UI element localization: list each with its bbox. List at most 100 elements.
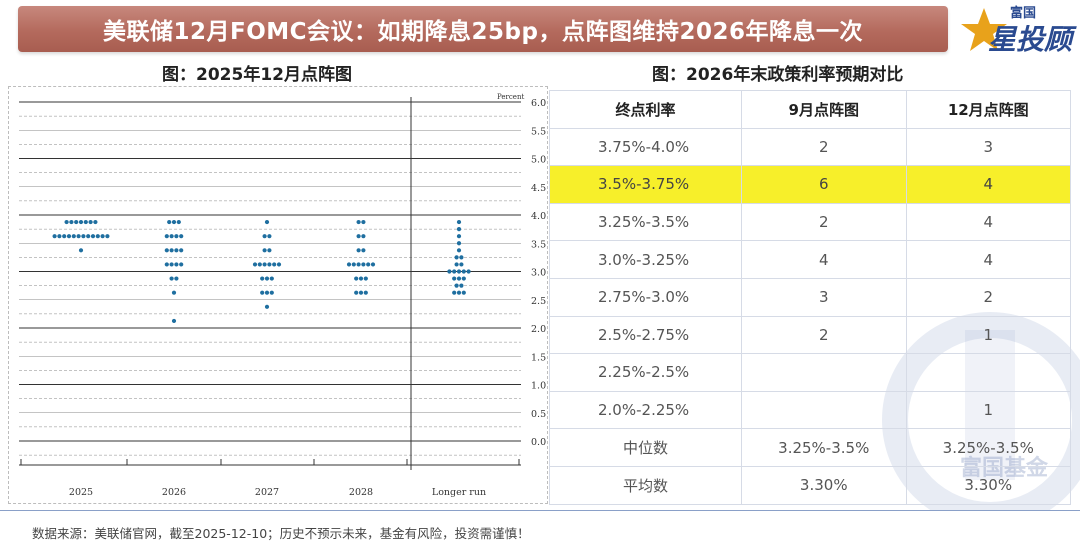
table-row: 平均数 3.30% 3.30% [549, 465, 1071, 505]
data-point [454, 262, 459, 267]
data-point [264, 219, 270, 225]
data-point [257, 262, 262, 267]
data-point [454, 283, 459, 288]
value-cell: 4 [905, 202, 1071, 242]
value-cell [741, 353, 907, 392]
data-point [361, 262, 366, 267]
row-label-cell: 2.0%-2.25% [549, 390, 742, 430]
value-cell: 4 [741, 240, 907, 279]
data-point [459, 283, 464, 288]
data-point [361, 248, 366, 253]
table-row: 2.25%-2.5% [549, 353, 1071, 392]
y-tick-label: 1.0 [531, 381, 546, 392]
data-point [83, 219, 88, 225]
value-cell: 2 [741, 202, 907, 242]
data-point [456, 234, 462, 239]
value-cell: 1 [905, 315, 1071, 355]
row-label-cell: 平均数 [549, 465, 742, 505]
data-point [64, 219, 69, 225]
y-tick-label: 4.0 [531, 211, 546, 222]
column-header: 终点利率 [549, 90, 742, 129]
data-point [461, 269, 466, 274]
data-point [262, 234, 267, 239]
value-cell: 6 [741, 165, 907, 204]
row-label-cell: 2.25%-2.5% [549, 353, 742, 392]
y-tick-label: 2.5 [531, 296, 546, 307]
data-point [452, 276, 457, 281]
data-point [164, 262, 169, 267]
value-cell: 1 [905, 390, 1071, 430]
data-point [179, 262, 184, 267]
data-point [105, 234, 110, 239]
data-point [361, 219, 366, 225]
value-cell: 4 [905, 165, 1071, 204]
data-point [264, 290, 270, 295]
data-point [370, 262, 376, 267]
data-point [361, 234, 366, 239]
page-title-text: 美联储12月FOMC会议：如期降息25bp，点阵图维持2026年降息一次 [103, 19, 863, 45]
table-row: 中位数 3.25%-3.5% 3.25%-3.5% [549, 428, 1071, 467]
dot-plot-chart: 6.0 5.5 5.0 4.5 4.0 3.5 3.0 2.5 2.0 1.5 1.0 0.5 0.0 P… [19, 93, 546, 498]
data-point [169, 234, 174, 239]
row-label-cell: 3.25%-3.5% [549, 202, 742, 242]
data-point [260, 276, 265, 281]
row-label-cell: 3.75%-4.0% [549, 127, 742, 167]
x-tick-label: 2028 [349, 487, 373, 498]
data-point [269, 276, 274, 281]
data-point [456, 219, 462, 225]
data-point [174, 248, 179, 253]
y-tick-label: 5.0 [531, 155, 546, 166]
row-label-cell: 2.5%-2.75% [549, 315, 742, 355]
data-point [459, 255, 464, 260]
table-row: 3.5%-3.75% 6 4 [549, 165, 1071, 204]
data-point [100, 234, 105, 239]
data-point [264, 304, 270, 309]
y-tick-label: 4.5 [531, 183, 546, 194]
data-point [52, 234, 57, 239]
row-label-cell: 3.0%-3.25% [549, 240, 742, 279]
column-header: 9月点阵图 [741, 90, 907, 129]
y-tick-label: 1.5 [531, 352, 546, 363]
dot-plot-frame: 6.0 5.5 5.0 4.5 4.0 3.5 3.0 2.5 2.0 1.5 1.0 0.5 0.0 P… [8, 86, 548, 504]
data-point [86, 234, 91, 239]
value-cell: 2 [741, 127, 907, 167]
data-point [366, 262, 371, 267]
data-point [262, 262, 267, 267]
data-point [456, 241, 462, 246]
y-tick-label: 6.0 [531, 98, 546, 109]
data-point [171, 318, 177, 324]
page-title: 美联储12月FOMC会议：如期降息25bp，点阵图维持2026年降息一次 [18, 6, 948, 52]
data-point [260, 290, 265, 295]
value-cell: 3 [905, 127, 1071, 167]
data-point [269, 290, 274, 295]
table-row: 3.25%-3.5% 2 4 [549, 202, 1071, 242]
data-point [456, 276, 462, 281]
data-point [267, 262, 272, 267]
data-point [272, 262, 277, 267]
data-point [62, 234, 67, 239]
data-point [90, 234, 96, 239]
value-cell: 3 [741, 277, 907, 317]
data-point [356, 262, 361, 267]
data-point [264, 276, 270, 281]
data-point [456, 269, 462, 274]
data-point [171, 290, 177, 295]
data-point [267, 234, 272, 239]
data-point [267, 248, 272, 253]
data-point [179, 234, 184, 239]
data-point [171, 219, 177, 225]
data-point [169, 262, 174, 267]
y-axis-label: Percent [497, 93, 524, 101]
value-cell: 3.25%-3.5% [905, 428, 1071, 467]
star-logo-icon [960, 6, 1008, 58]
data-point [363, 276, 368, 281]
data-point [461, 276, 466, 281]
data-point [76, 234, 81, 239]
x-tick-label: 2025 [69, 487, 93, 498]
data-point [456, 248, 462, 253]
data-point [176, 219, 181, 225]
data-point [358, 290, 364, 295]
data-point [174, 234, 179, 239]
y-tick-label: 0.5 [531, 409, 546, 420]
table-row: 3.0%-3.25% 4 4 [549, 240, 1071, 279]
